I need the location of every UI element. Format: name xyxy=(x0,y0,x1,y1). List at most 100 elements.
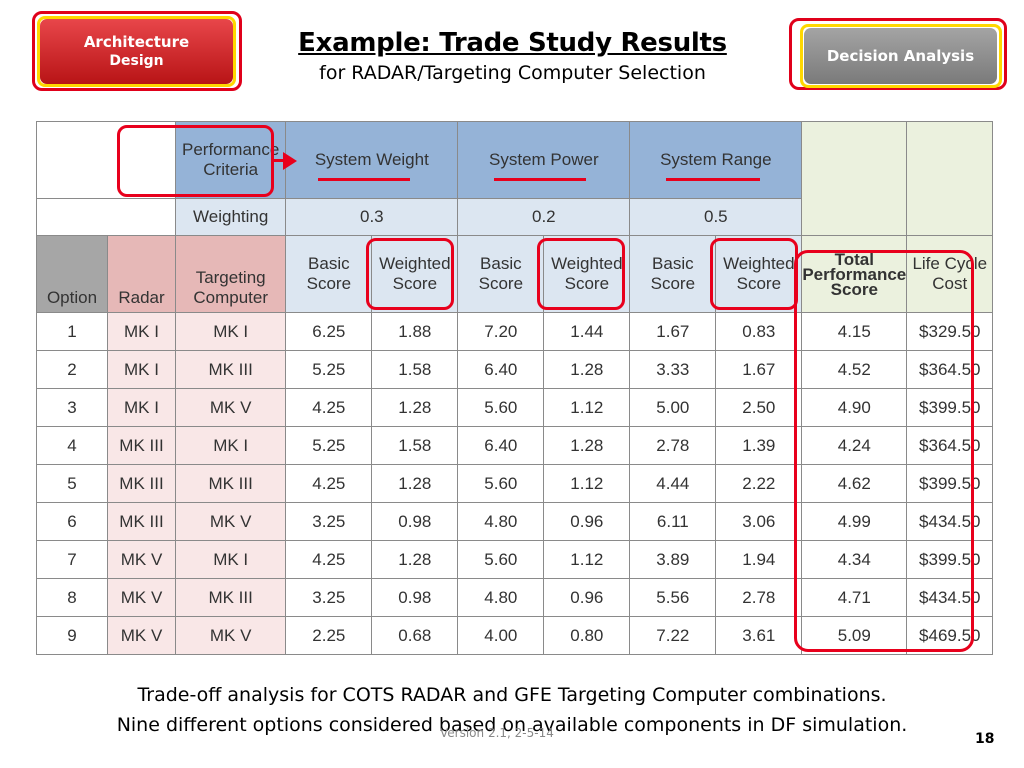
power-weighted-score-cell: 0.96 xyxy=(543,502,631,541)
life-cycle-cost-cell: $399.50 xyxy=(906,388,994,427)
option-header: Option xyxy=(36,235,108,313)
decision-button-outline xyxy=(800,24,1002,88)
life-cycle-cost-cell: $399.50 xyxy=(906,464,994,503)
range-weighted-score-cell: 2.22 xyxy=(715,464,803,503)
power-basic-score-cell: 6.40 xyxy=(457,350,545,389)
trade-study-table: Performance Criteria System Weight Syste… xyxy=(36,121,994,655)
power-weighted-score-cell: 1.12 xyxy=(543,388,631,427)
total-performance-score-cell: 4.90 xyxy=(801,388,908,427)
power-basic-score-cell: 4.00 xyxy=(457,616,545,655)
power-weighted-score-cell: 1.12 xyxy=(543,540,631,579)
range-basic-score-cell: 5.56 xyxy=(629,578,717,617)
architecture-design-button[interactable]: Architecture Design xyxy=(40,19,233,84)
total-performance-score-cell: 4.99 xyxy=(801,502,908,541)
decision-button-label: Decision Analysis xyxy=(826,47,975,65)
power-basic-score-cell: 4.80 xyxy=(457,578,545,617)
table-row: 1 MK I MK I 6.25 1.88 7.20 1.44 1.67 0.83 4.15 $32… xyxy=(36,312,994,351)
weight-weighted-score-cell: 1.28 xyxy=(371,388,459,427)
option-cell: 1 xyxy=(36,312,108,351)
weight-system-power: 0.2 xyxy=(457,198,631,236)
table-row: 7 MK V MK I 4.25 1.28 5.60 1.12 3.89 1.94 4.34 $39… xyxy=(36,540,994,579)
range-weighted-score-header: Weighted Score xyxy=(715,235,803,313)
blank-top-left xyxy=(36,121,176,199)
table-row: 4 MK III MK I 5.25 1.58 6.40 1.28 2.78 1.39 4.24 $… xyxy=(36,426,994,465)
power-weighted-score-cell: 0.80 xyxy=(543,616,631,655)
weight-weighted-score-cell: 1.28 xyxy=(371,464,459,503)
decision-analysis-button[interactable]: Decision Analysis xyxy=(804,28,997,84)
targeting-computer-cell: MK III xyxy=(174,464,287,503)
weight-basic-score-cell: 6.25 xyxy=(285,312,373,351)
range-basic-score-cell: 6.11 xyxy=(629,502,717,541)
architecture-button-label: Architecture xyxy=(83,32,190,51)
weight-weighted-score-header: Weighted Score xyxy=(371,235,459,313)
range-basic-score-cell: 2.78 xyxy=(629,426,717,465)
range-basic-score-header: Basic Score xyxy=(629,235,717,313)
targeting-computer-cell: MK I xyxy=(174,540,287,579)
range-basic-score-cell: 7.22 xyxy=(629,616,717,655)
range-basic-score-cell: 3.33 xyxy=(629,350,717,389)
total-performance-score-cell: 4.24 xyxy=(801,426,908,465)
power-weighted-score-cell: 1.12 xyxy=(543,464,631,503)
option-cell: 8 xyxy=(36,578,108,617)
power-weighted-score-cell: 1.28 xyxy=(543,426,631,465)
system-weight-underline xyxy=(318,178,410,181)
range-basic-score-cell: 3.89 xyxy=(629,540,717,579)
weight-weighted-score-cell: 0.98 xyxy=(371,578,459,617)
system-range-header: System Range xyxy=(629,121,803,199)
total-score-header-top xyxy=(801,121,908,236)
total-performance-score-cell: 5.09 xyxy=(801,616,908,655)
range-basic-score-cell: 1.67 xyxy=(629,312,717,351)
option-cell: 9 xyxy=(36,616,108,655)
weight-basic-score-cell: 5.25 xyxy=(285,426,373,465)
table-row: 3 MK I MK V 4.25 1.28 5.60 1.12 5.00 2.50 4.90 $39… xyxy=(36,388,994,427)
version-label: Version 2.1, 2-5-14 xyxy=(440,726,554,740)
total-performance-score-cell: 4.34 xyxy=(801,540,908,579)
radar-cell: MK I xyxy=(107,388,176,427)
range-weighted-score-cell: 2.50 xyxy=(715,388,803,427)
targeting-computer-cell: MK V xyxy=(174,502,287,541)
weight-basic-score-cell: 3.25 xyxy=(285,502,373,541)
architecture-button-outline xyxy=(37,16,236,87)
life-cycle-cost-header: Life Cycle Cost xyxy=(906,235,994,313)
power-weighted-score-cell: 1.44 xyxy=(543,312,631,351)
power-basic-score-cell: 5.60 xyxy=(457,464,545,503)
caption-line-1: Trade-off analysis for COTS RADAR and GF… xyxy=(137,684,887,706)
weight-basic-score-cell: 5.25 xyxy=(285,350,373,389)
weight-weighted-score-cell: 0.98 xyxy=(371,502,459,541)
weight-basic-score-header: Basic Score xyxy=(285,235,373,313)
life-cycle-header-top xyxy=(906,121,994,236)
weight-weighted-score-cell: 0.68 xyxy=(371,616,459,655)
weight-basic-score-cell: 4.25 xyxy=(285,464,373,503)
radar-cell: MK V xyxy=(107,616,176,655)
range-weighted-score-cell: 1.67 xyxy=(715,350,803,389)
range-weighted-score-cell: 0.83 xyxy=(715,312,803,351)
radar-cell: MK I xyxy=(107,350,176,389)
radar-cell: MK V xyxy=(107,540,176,579)
targeting-computer-cell: MK I xyxy=(174,426,287,465)
weight-basic-score-cell: 4.25 xyxy=(285,388,373,427)
table-row: 9 MK V MK V 2.25 0.68 4.00 0.80 7.22 3.61 5.09 $46… xyxy=(36,616,994,655)
page-title-block: Example: Trade Study Results for RADAR/T… xyxy=(240,28,785,84)
total-performance-score-cell: 4.15 xyxy=(801,312,908,351)
arrow-right-icon xyxy=(283,152,297,170)
life-cycle-cost-cell: $364.50 xyxy=(906,350,994,389)
range-weighted-score-cell: 1.94 xyxy=(715,540,803,579)
system-range-underline xyxy=(666,178,760,181)
range-basic-score-cell: 5.00 xyxy=(629,388,717,427)
option-cell: 7 xyxy=(36,540,108,579)
caption: Trade-off analysis for COTS RADAR and GF… xyxy=(0,680,1024,740)
table-body: 1 MK I MK I 6.25 1.88 7.20 1.44 1.67 0.83 4.15 $32… xyxy=(36,312,994,655)
radar-cell: MK I xyxy=(107,312,176,351)
power-basic-score-cell: 6.40 xyxy=(457,426,545,465)
power-basic-score-header: Basic Score xyxy=(457,235,545,313)
power-basic-score-cell: 5.60 xyxy=(457,388,545,427)
weight-weighted-score-cell: 1.28 xyxy=(371,540,459,579)
life-cycle-cost-cell: $434.50 xyxy=(906,578,994,617)
radar-cell: MK III xyxy=(107,426,176,465)
life-cycle-cost-cell: $364.50 xyxy=(906,426,994,465)
weight-weighted-score-cell: 1.58 xyxy=(371,350,459,389)
life-cycle-cost-cell: $399.50 xyxy=(906,540,994,579)
arrow-shaft xyxy=(274,159,284,162)
blank-weighting-left xyxy=(36,198,176,236)
table-row: 6 MK III MK V 3.25 0.98 4.80 0.96 6.11 3.06 4.99 $… xyxy=(36,502,994,541)
